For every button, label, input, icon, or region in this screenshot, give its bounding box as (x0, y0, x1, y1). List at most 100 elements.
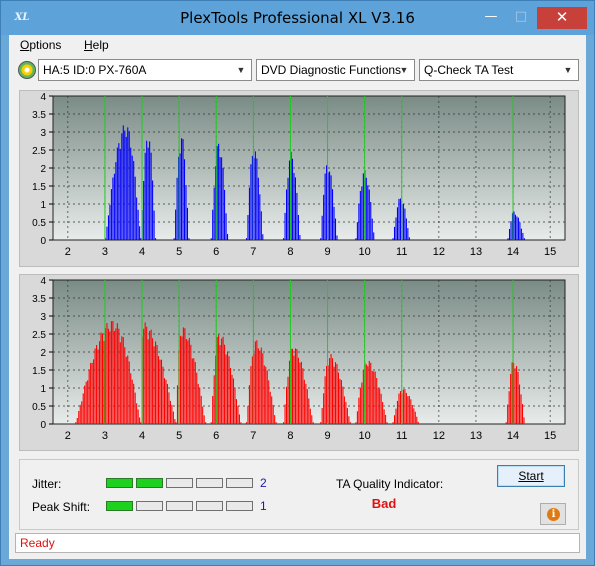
histogram-bar (225, 354, 227, 424)
histogram-bar (172, 411, 174, 424)
histogram-bar (150, 152, 152, 240)
histogram-bar (121, 336, 123, 424)
test-select[interactable]: Q-Check TA Test ▼ (419, 59, 579, 81)
menu-label: elp (92, 38, 109, 52)
histogram-bar (115, 328, 117, 424)
histogram-bar (299, 234, 301, 240)
histogram-bar (368, 189, 370, 240)
minimize-button[interactable]: — (484, 9, 498, 24)
histogram-bar (334, 218, 337, 240)
menu-bar: Options Help (9, 35, 586, 55)
histogram-bar (257, 348, 259, 424)
histogram-bar (287, 177, 289, 240)
histogram-bar (250, 164, 252, 240)
drive-select[interactable]: HA:5 ID:0 PX-760A ▼ (38, 59, 252, 81)
y-tick-label: 3 (40, 312, 46, 323)
histogram-bar (147, 339, 149, 424)
info-button[interactable]: i (540, 503, 566, 525)
histogram-bar (128, 131, 130, 240)
x-tick-label: 8 (287, 246, 293, 258)
histogram-bar (507, 238, 509, 240)
histogram-bar (130, 373, 132, 424)
histogram-bar (290, 348, 292, 424)
histogram-bar (87, 380, 89, 424)
x-tick-label: 11 (396, 430, 407, 442)
histogram-bar (383, 409, 385, 424)
x-tick-label: 7 (250, 246, 256, 258)
histogram-bar (408, 237, 410, 240)
histogram-bar (522, 232, 524, 240)
maximize-button[interactable]: □ (514, 9, 528, 24)
histogram-bar (395, 408, 397, 424)
histogram-bar (225, 213, 227, 240)
histogram-bar (348, 416, 350, 424)
y-tick-label: 3.5 (32, 110, 46, 121)
histogram-bar (178, 156, 180, 240)
histogram-bar (329, 358, 331, 424)
histogram-bar (219, 157, 221, 240)
histogram-bar (305, 383, 307, 424)
histogram-bar (413, 408, 415, 424)
histogram-bar (326, 165, 328, 240)
histogram-bar (410, 399, 412, 424)
histogram-bar (187, 340, 189, 424)
histogram-bar (513, 362, 515, 424)
histogram-bar (376, 377, 378, 424)
histogram-bar (268, 380, 270, 424)
histogram-bar (308, 398, 310, 424)
histogram-bar (112, 177, 114, 240)
histogram-bar (91, 362, 93, 424)
title-bar[interactable]: XL PlexTools Professional XL V3.16 — □ ✕ (1, 1, 594, 35)
histogram-bar (404, 208, 406, 240)
histogram-bar (140, 238, 142, 240)
disc-drive-icon (18, 61, 36, 79)
histogram-bar (402, 389, 404, 424)
histogram-bar (393, 226, 396, 240)
histogram-bar (408, 396, 410, 424)
histogram-bar (152, 338, 154, 424)
menu-accelerator: H (84, 38, 93, 52)
histogram-bar (227, 351, 229, 424)
histogram-bar (219, 345, 221, 424)
histogram-bar (411, 405, 413, 424)
x-tick-label: 7 (250, 430, 256, 442)
close-button[interactable]: ✕ (537, 7, 587, 29)
histogram-bar (153, 346, 155, 424)
histogram-bar (327, 365, 329, 424)
histogram-bar (184, 328, 186, 424)
y-tick-label: 1 (40, 200, 46, 211)
histogram-bar (137, 209, 139, 240)
y-tick-label: 3.5 (32, 294, 46, 305)
histogram-bar (188, 337, 190, 424)
jitter-meter-segment (166, 478, 193, 488)
histogram-bar (162, 366, 164, 424)
histogram-bar (183, 159, 186, 240)
start-button[interactable]: Start (497, 465, 565, 487)
histogram-bar (340, 380, 342, 424)
histogram-bar (113, 330, 115, 424)
x-tick-label: 12 (433, 246, 445, 258)
menu-help[interactable]: Help (84, 38, 109, 52)
histogram-bar (272, 404, 274, 424)
histogram-bar (215, 166, 217, 240)
peak-shift-meter-segment (136, 501, 163, 511)
histogram-bar (253, 353, 255, 424)
histogram-bar (205, 422, 207, 424)
histogram-bar (181, 336, 183, 424)
menu-options[interactable]: Options (20, 38, 61, 52)
peak-shift-meter-segment (166, 501, 193, 511)
histogram-bar (374, 371, 376, 424)
histogram-bar (256, 158, 258, 240)
jitter-histogram-svg: 0 0.5 1 1.5 2 2.5 3 3.5 4 2 3 4 5 6 7 8 9 10 11 12 13 14 15 (32, 92, 566, 258)
histogram-bar (181, 138, 183, 240)
x-tick-label: 10 (359, 430, 371, 442)
histogram-bar (240, 422, 242, 424)
histogram-bar (197, 383, 199, 424)
histogram-bar (398, 393, 400, 424)
histogram-bar (291, 348, 294, 424)
histogram-bar (349, 422, 351, 424)
function-select[interactable]: DVD Diagnostic Functions ▼ (256, 59, 415, 81)
histogram-bar (104, 328, 107, 424)
histogram-bar (324, 173, 326, 240)
peak-shift-label: Peak Shift: (32, 500, 91, 514)
